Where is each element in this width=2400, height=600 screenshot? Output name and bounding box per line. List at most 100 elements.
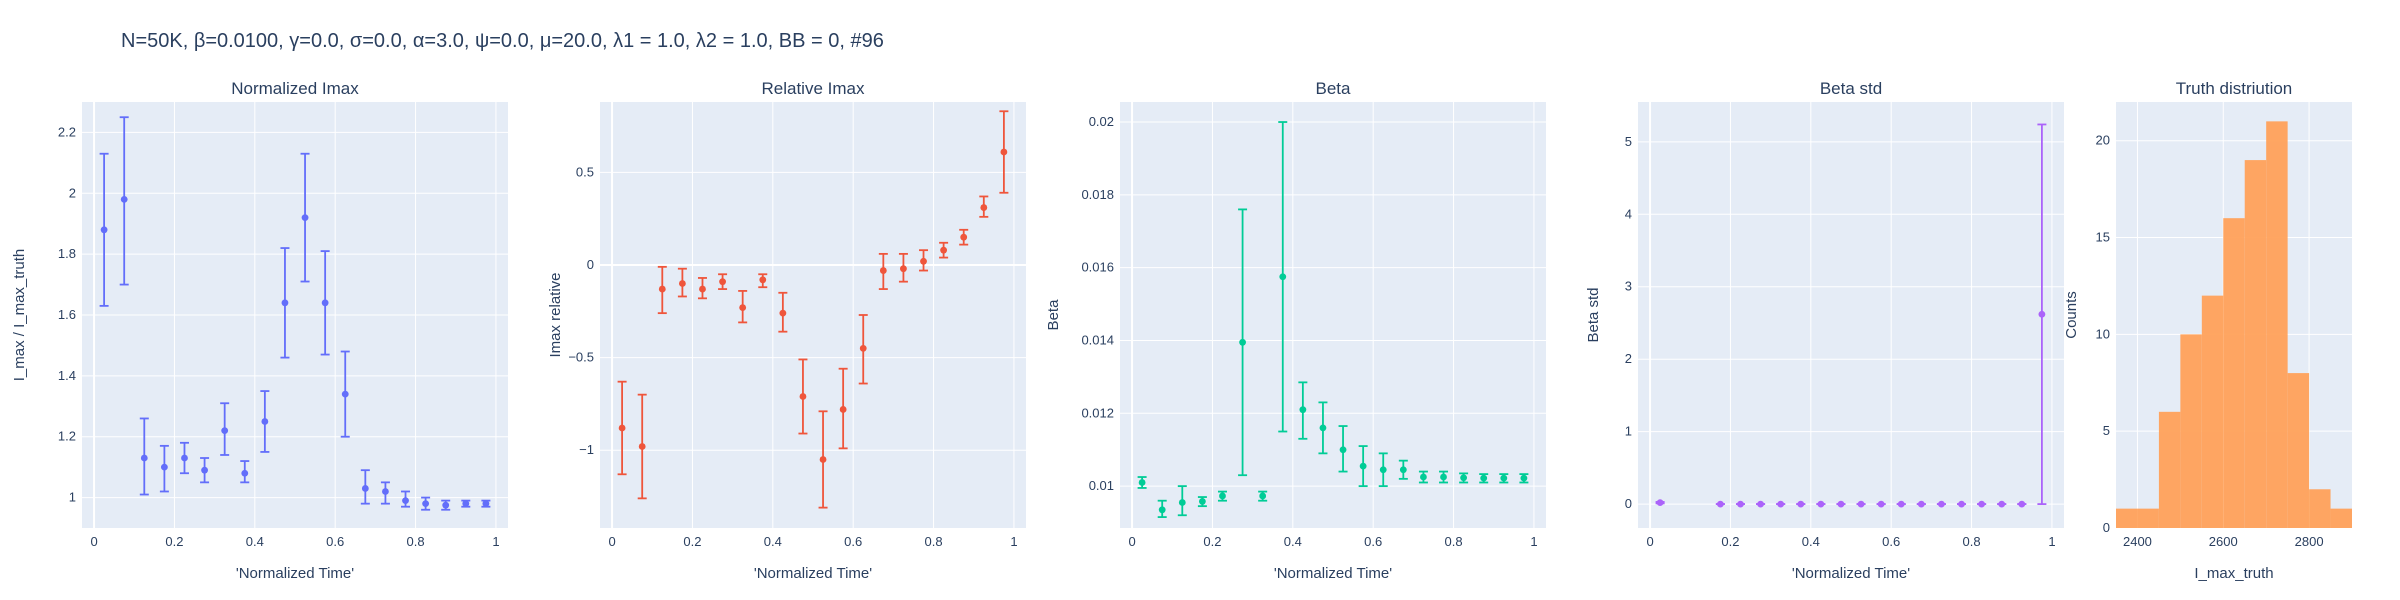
marker: [719, 278, 726, 286]
marker: [980, 204, 988, 211]
data-point: [1238, 208, 1248, 477]
marker: [779, 309, 787, 317]
data-point: [1756, 500, 1766, 508]
data-point: [959, 228, 969, 246]
data-point: [1715, 500, 1725, 508]
y-tick-label: 3: [1625, 279, 1632, 294]
x-tick-label: 0.8: [1445, 534, 1463, 549]
y-tick-label: 1.6: [58, 307, 76, 322]
marker: [1917, 500, 1925, 508]
data-point: [441, 499, 451, 511]
data-point: [1876, 500, 1886, 508]
marker: [1958, 500, 1965, 508]
data-point: [1816, 500, 1826, 508]
data-point: [1997, 500, 2007, 508]
y-tick-label: 1.8: [58, 246, 76, 261]
marker: [900, 265, 907, 273]
data-point: [1298, 381, 1308, 440]
histogram-bar: [2287, 373, 2310, 528]
marker: [1158, 506, 1166, 514]
data-point: [1916, 500, 1926, 508]
data-point: [758, 273, 768, 289]
subplot-title: Normalized Imax: [231, 79, 359, 98]
marker: [120, 195, 128, 203]
data-point: [139, 417, 149, 496]
data-point: [939, 241, 949, 259]
data-point: [1776, 500, 1786, 508]
marker: [422, 500, 430, 508]
marker: [739, 304, 747, 311]
marker: [839, 406, 847, 413]
x-tick-label: 0: [608, 534, 615, 549]
y-tick-label: 2: [1625, 351, 1632, 366]
marker: [261, 418, 269, 425]
y-tick-label: 0.018: [1081, 187, 1114, 202]
marker: [1877, 500, 1885, 508]
data-point: [260, 390, 270, 453]
marker: [301, 214, 309, 222]
marker: [1138, 479, 1146, 486]
data-point: [1735, 500, 1745, 508]
data-point: [1459, 472, 1469, 484]
marker: [1978, 500, 1986, 508]
data-point: [1358, 445, 1368, 488]
data-point: [858, 314, 868, 385]
x-tick-label: 0.4: [1802, 534, 1820, 549]
y-tick-label: 2.2: [58, 124, 76, 139]
marker: [638, 443, 646, 450]
data-point: [1936, 500, 1946, 508]
marker: [1178, 499, 1186, 506]
y-tick-label: 1: [1625, 424, 1632, 439]
x-tick-label: 1: [2048, 534, 2055, 549]
data-point: [320, 250, 330, 356]
x-tick-label: 2600: [2209, 534, 2238, 549]
marker: [658, 285, 666, 293]
marker: [100, 226, 108, 234]
data-point: [1137, 476, 1147, 489]
y-axis-label: Beta std: [1585, 287, 1602, 342]
marker: [819, 456, 827, 463]
data-point: [2017, 500, 2027, 508]
marker: [402, 497, 409, 505]
subplot-title: Relative Imax: [762, 79, 865, 98]
x-tick-label: 0.4: [764, 534, 782, 549]
marker: [281, 299, 289, 307]
data-point: [1896, 500, 1906, 508]
data-point: [979, 195, 989, 218]
data-point: [220, 402, 230, 456]
data-point: [798, 358, 808, 435]
marker: [960, 233, 968, 241]
y-tick-label: 0.01: [1089, 478, 1114, 493]
x-tick-label: 2800: [2295, 534, 2324, 549]
marker: [160, 463, 168, 471]
data-point: [1856, 500, 1866, 508]
data-point: [1655, 499, 1665, 507]
data-point: [1479, 473, 1489, 484]
y-tick-label: 4: [1625, 206, 1632, 221]
x-tick-label: 0: [90, 534, 97, 549]
data-point: [401, 490, 411, 508]
y-axis-label: Beta: [1045, 299, 1062, 331]
marker: [1359, 462, 1367, 470]
x-axis-label: 'Normalized Time': [1792, 565, 1910, 582]
plot-area: [1120, 102, 1546, 528]
x-axis-label: 'Normalized Time': [236, 565, 354, 582]
marker: [678, 280, 686, 287]
subplot-4: 0 0.2 0.4 0.6 0.8 1 0 1 2 3 4 5 Beta std 'Normalized …: [1585, 79, 2064, 582]
marker: [1938, 500, 1945, 508]
x-tick-label: 0.6: [1882, 534, 1900, 549]
marker: [1259, 492, 1267, 500]
marker: [221, 427, 229, 435]
histogram-bar: [2244, 160, 2267, 528]
x-tick-label: 0: [1646, 534, 1653, 549]
marker: [799, 393, 807, 400]
data-point: [1977, 500, 1987, 508]
data-point: [340, 350, 350, 438]
histogram-bar: [2309, 489, 2331, 528]
y-tick-label: 0.016: [1081, 260, 1114, 275]
data-point: [1278, 121, 1288, 433]
data-point: [380, 481, 390, 505]
data-point: [1796, 500, 1806, 508]
histogram-bar: [2223, 218, 2245, 528]
